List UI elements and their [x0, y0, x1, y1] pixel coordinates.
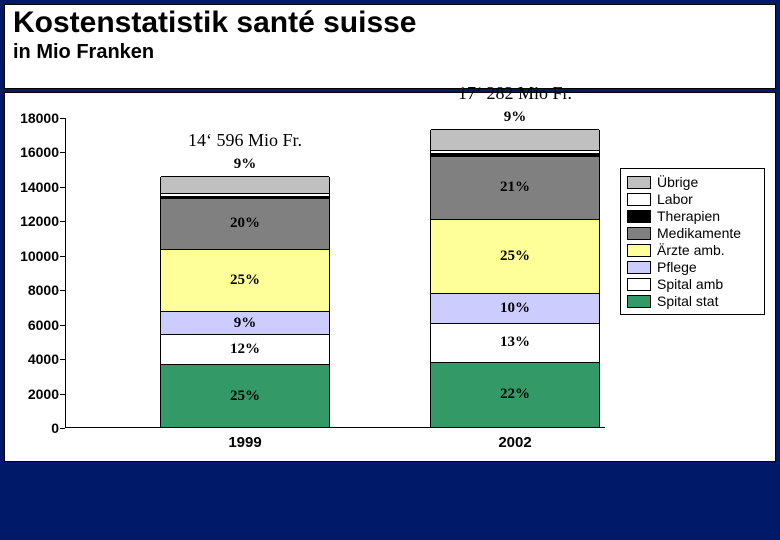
bar-segment: [161, 176, 329, 194]
y-tick-mark: [60, 394, 65, 395]
y-tick-label: 12000: [20, 213, 59, 229]
segment-label: 25%: [230, 272, 260, 289]
y-tick-mark: [60, 359, 65, 360]
y-tick-label: 10000: [20, 248, 59, 264]
segment-label: 21%: [500, 179, 530, 196]
legend-item: Übrige: [627, 174, 758, 190]
legend-swatch: [627, 176, 651, 189]
y-tick-mark: [60, 221, 65, 222]
y-tick-label: 18000: [20, 110, 59, 126]
bar-segment: 20%: [161, 198, 329, 248]
y-tick-label: 14000: [20, 179, 59, 195]
y-tick-mark: [60, 256, 65, 257]
legend-swatch: [627, 244, 651, 257]
x-category-label: 2002: [498, 434, 531, 451]
legend-label: Labor: [657, 191, 693, 207]
y-tick-mark: [60, 325, 65, 326]
segment-label: 12%: [230, 341, 260, 358]
y-tick-label: 8000: [28, 282, 59, 298]
segment-label: 20%: [230, 215, 260, 232]
legend-label: Spital amb: [657, 276, 723, 292]
segment-label: 25%: [230, 388, 260, 405]
legend-label: Pflege: [657, 259, 697, 275]
y-tick-mark: [60, 428, 65, 429]
legend-item: Therapien: [627, 208, 758, 224]
segment-label: 25%: [500, 248, 530, 265]
x-category-label: 1999: [228, 434, 261, 451]
legend: ÜbrigeLaborTherapienMedikamenteÄrzte amb…: [620, 168, 765, 315]
segment-label: 9%: [234, 315, 257, 332]
legend-label: Ärzte amb.: [657, 242, 725, 258]
y-tick-mark: [60, 152, 65, 153]
bar-total-label: 17‘ 282 Mio Fr.: [458, 83, 572, 104]
legend-item: Spital stat: [627, 293, 758, 309]
legend-swatch: [627, 261, 651, 274]
bar-segment: 21%: [431, 156, 599, 218]
bar-segment: [161, 196, 329, 199]
slide: Kostenstatistik santé suisse in Mio Fran…: [0, 0, 780, 540]
bar-segment: 25%: [431, 219, 599, 293]
y-tick-mark: [60, 187, 65, 188]
y-tick-label: 6000: [28, 317, 59, 333]
legend-label: Übrige: [657, 174, 698, 190]
bar-1999: 25% 12% 9% 25% 20%: [160, 177, 330, 428]
bar-segment: 12%: [161, 334, 329, 364]
title-box: Kostenstatistik santé suisse in Mio Fran…: [4, 4, 776, 89]
y-tick-mark: [60, 290, 65, 291]
legend-label: Medikamente: [657, 225, 741, 241]
bar-segment: 9%: [161, 311, 329, 334]
chart-area: 0 2000 4000 6000 8000 10000 12000 14000 16000 180…: [4, 92, 776, 462]
legend-swatch: [627, 210, 651, 223]
y-tick-label: 0: [51, 420, 59, 436]
legend-item: Spital amb: [627, 276, 758, 292]
bar-segment: 22%: [431, 362, 599, 427]
y-axis: [65, 118, 66, 428]
y-tick-mark: [60, 118, 65, 119]
segment-label: 10%: [500, 300, 530, 317]
y-tick-label: 4000: [28, 351, 59, 367]
legend-item: Pflege: [627, 259, 758, 275]
legend-item: Medikamente: [627, 225, 758, 241]
bar-segment: 13%: [431, 323, 599, 362]
legend-label: Spital stat: [657, 293, 718, 309]
bar-segment: [431, 129, 599, 150]
legend-swatch: [627, 227, 651, 240]
legend-label: Therapien: [657, 208, 720, 224]
legend-swatch: [627, 193, 651, 206]
segment-label: 13%: [500, 334, 530, 351]
bar-segment: 10%: [431, 293, 599, 323]
page-subtitle: in Mio Franken: [13, 41, 767, 64]
y-tick-label: 16000: [20, 144, 59, 160]
bar-segment: [431, 150, 599, 153]
bar-segment: [161, 193, 329, 196]
bar-segment: 25%: [161, 364, 329, 427]
segment-label: 22%: [500, 386, 530, 403]
bar-2002: 22% 13% 10% 25% 21%: [430, 130, 600, 428]
legend-swatch: [627, 295, 651, 308]
segment-label-outside: 9%: [234, 156, 257, 173]
segment-label-outside: 9%: [504, 109, 527, 126]
page-title: Kostenstatistik santé suisse: [13, 7, 767, 39]
plot-area: 0200040006000800010000120001400016000180…: [65, 118, 605, 428]
legend-item: Labor: [627, 191, 758, 207]
y-tick-label: 2000: [28, 386, 59, 402]
legend-item: Ärzte amb.: [627, 242, 758, 258]
bar-total-label: 14‘ 596 Mio Fr.: [188, 130, 302, 151]
bar-segment: 25%: [161, 249, 329, 312]
legend-swatch: [627, 278, 651, 291]
bar-segment: [431, 153, 599, 156]
